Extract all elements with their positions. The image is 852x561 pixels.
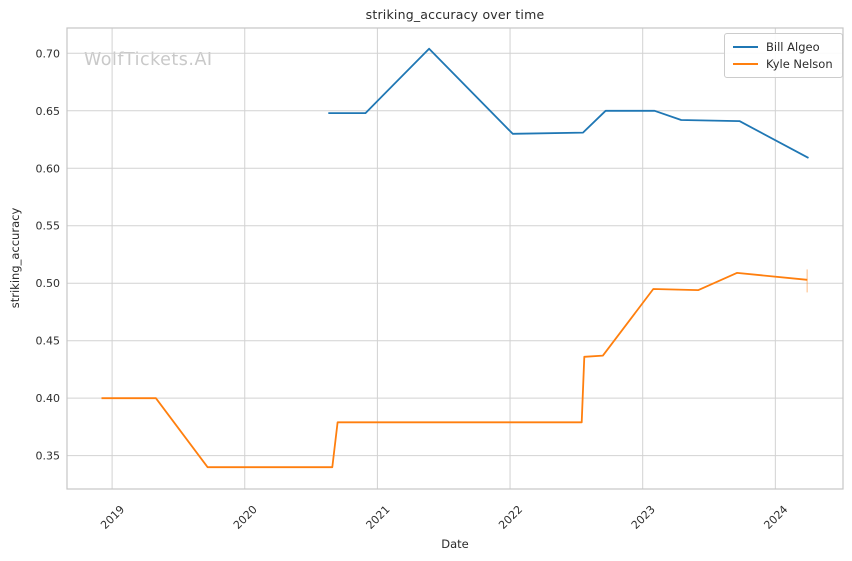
x-tick-label: 2021 bbox=[364, 503, 393, 532]
y-tick-label: 0.35 bbox=[36, 450, 61, 463]
x-axis-title: Date bbox=[441, 537, 469, 551]
y-tick-label: 0.50 bbox=[36, 277, 61, 290]
series-line-bill-algeo bbox=[328, 47, 809, 159]
x-tick-label: 2023 bbox=[629, 503, 658, 532]
legend-line-swatch bbox=[733, 63, 758, 66]
legend-label: Bill Algeo bbox=[766, 39, 820, 54]
y-tick-label: 0.60 bbox=[36, 162, 61, 175]
legend-label: Kyle Nelson bbox=[766, 57, 833, 72]
x-tick-label: 2020 bbox=[231, 503, 260, 532]
legend: Bill Algeo Kyle Nelson bbox=[724, 33, 843, 78]
series-line-kyle-nelson bbox=[101, 271, 808, 469]
y-tick-label: 0.65 bbox=[36, 105, 61, 118]
y-tick-label: 0.45 bbox=[36, 335, 61, 348]
legend-entry: Bill Algeo bbox=[733, 40, 834, 54]
watermark: WolfTickets.AI bbox=[84, 50, 213, 70]
y-tick-label: 0.70 bbox=[36, 47, 61, 60]
y-tick-label: 0.40 bbox=[36, 392, 61, 405]
x-tick-label: 2022 bbox=[496, 503, 525, 532]
y-tick-label: 0.55 bbox=[36, 220, 61, 233]
y-axis-title: striking_accuracy bbox=[8, 207, 22, 309]
x-tick-label: 2024 bbox=[761, 503, 790, 532]
chart-title: striking_accuracy over time bbox=[365, 7, 545, 22]
x-tick-label: 2019 bbox=[98, 503, 127, 532]
legend-entry: Kyle Nelson bbox=[733, 57, 834, 71]
plot-border bbox=[66, 27, 844, 490]
legend-line-swatch bbox=[733, 45, 758, 48]
